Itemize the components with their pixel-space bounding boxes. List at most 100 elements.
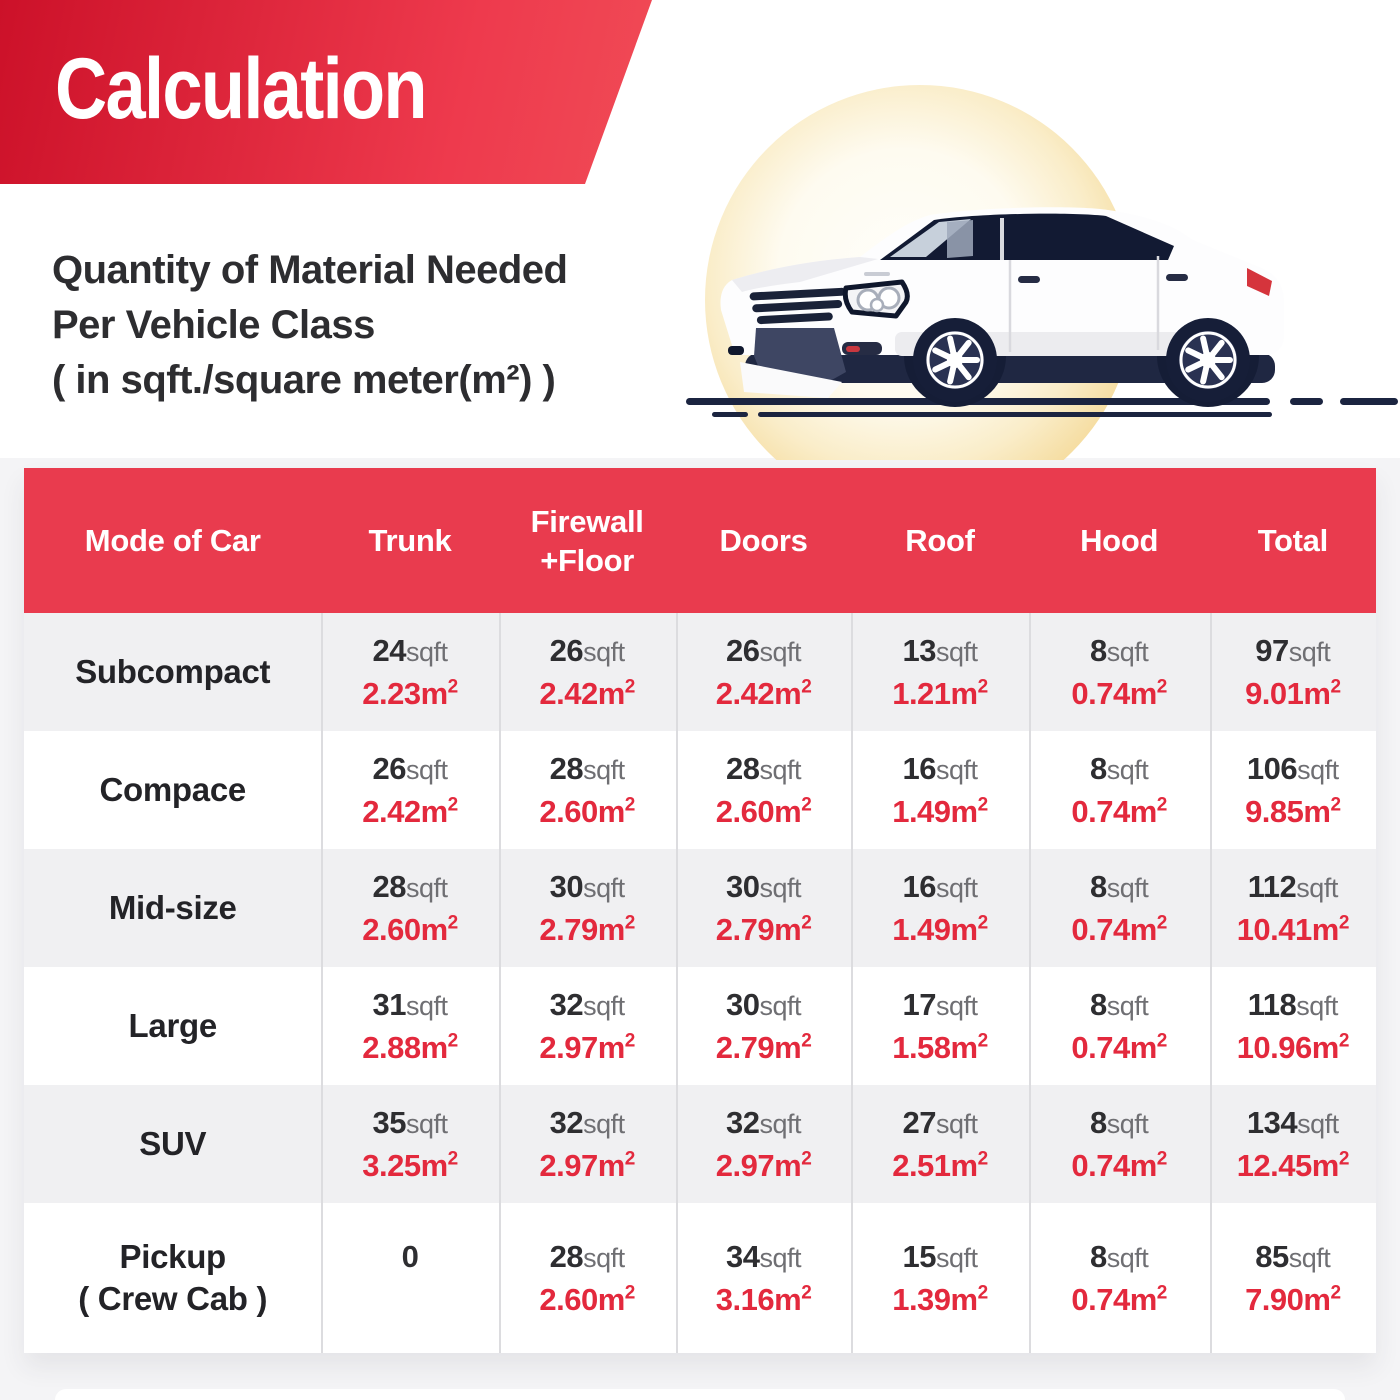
value-cell: 31sqft 2.88m2 (321, 987, 498, 1066)
table-row: Subcompact 24sqft 2.23m2 26sqft 2.42m2 26sqft… (24, 613, 1376, 731)
skid-plate (740, 362, 842, 398)
sqft-unit: sqft (935, 990, 978, 1021)
square-meter-value: 2.79m2 (539, 911, 635, 947)
value-cell: 28sqft 2.60m2 (676, 751, 852, 830)
sqft-value: 106 (1246, 750, 1298, 786)
sqft-unit: sqft (1106, 1242, 1149, 1273)
sqft-unit: sqft (1106, 1108, 1149, 1139)
fog-light-reflector (846, 346, 860, 352)
table-row: Compace 26sqft 2.42m2 28sqft 2.60m2 28sqft 2.6… (24, 731, 1376, 849)
sqft-unit: sqft (935, 872, 978, 903)
sqft-value: 34 (726, 1238, 760, 1274)
square-meter-value: 2.23m2 (362, 675, 458, 711)
sqft-unit: sqft (759, 754, 802, 785)
value-cell: 0 (321, 1239, 498, 1318)
sqft-unit: sqft (583, 872, 625, 903)
square-meter-value: 2.60m2 (715, 793, 812, 829)
sqft-value: 134 (1246, 1104, 1298, 1140)
square-meter-value: 2.79m2 (715, 911, 812, 947)
sqft-unit: sqft (935, 636, 978, 667)
square-meter-value: 7.90m2 (1245, 1281, 1341, 1317)
square-meter-value: 0.74m2 (1071, 675, 1167, 711)
sqft-value: 15 (902, 1238, 936, 1274)
sqft-unit: sqft (1288, 1242, 1331, 1273)
taillight (1247, 268, 1272, 296)
row-label: Compace (99, 771, 246, 808)
sqft-value: 0 (401, 1238, 419, 1274)
value-cell: 24sqft 2.23m2 (321, 633, 498, 712)
square-meter-value: 1.39m2 (892, 1281, 988, 1317)
front-window-reflection (947, 220, 973, 258)
table-header-row: Mode of Car Trunk Firewall +Floor Doors … (24, 468, 1376, 613)
value-cell: 13sqft 1.21m2 (851, 633, 1028, 712)
grille-slats (749, 287, 846, 325)
sqft-value: 8 (1089, 750, 1107, 786)
square-meter-value: 2.97m2 (539, 1147, 635, 1183)
square-meter-value: 2.60m2 (539, 1281, 635, 1317)
front-wheel (913, 318, 997, 402)
sqft-unit: sqft (1106, 990, 1149, 1021)
value-cell: 30sqft 2.79m2 (676, 869, 852, 948)
sqft-value: 26 (549, 632, 584, 668)
sqft-unit: sqft (583, 1242, 625, 1273)
value-cell: 28sqft 2.60m2 (499, 751, 676, 830)
column-header-trunk: Trunk (368, 523, 452, 558)
sqft-unit: sqft (1106, 872, 1149, 903)
sqft-value: 35 (372, 1104, 406, 1140)
subtitle-line-1: Quantity of Material Needed (52, 248, 568, 292)
sqft-value: 32 (726, 1104, 760, 1140)
sqft-value: 24 (372, 632, 406, 668)
value-cell: 8sqft 0.74m2 (1029, 751, 1210, 830)
sqft-value: 30 (549, 868, 584, 904)
sqft-unit: sqft (405, 872, 448, 903)
value-cell: 34sqft 3.16m2 (676, 1239, 852, 1318)
square-meter-value: 1.21m2 (892, 675, 988, 711)
sqft-value: 32 (549, 986, 584, 1022)
sqft-unit: sqft (759, 990, 802, 1021)
subtitle: Quantity of Material Needed Per Vehicle … (52, 243, 568, 408)
table-row: Pickup ( Crew Cab ) 0 28sqft 2.60m2 34sqft 3… (24, 1203, 1376, 1353)
column-header-mode-of-car: Mode of Car (84, 523, 261, 558)
sqft-unit: sqft (759, 1108, 802, 1139)
column-divider (675, 613, 678, 1353)
value-cell: 30sqft 2.79m2 (499, 869, 676, 948)
square-meter-value: 2.97m2 (715, 1147, 812, 1183)
sqft-unit: sqft (935, 1108, 978, 1139)
sqft-value: 26 (726, 632, 760, 668)
square-meter-value: 3.16m2 (715, 1281, 812, 1317)
column-divider (498, 613, 501, 1353)
sqft-value: 30 (726, 868, 760, 904)
sqft-value: 28 (372, 868, 406, 904)
hatchback-car-graphic (686, 85, 1398, 460)
sqft-unit: sqft (759, 636, 802, 667)
square-meter-value: 9.01m2 (1245, 675, 1341, 711)
value-cell: 16sqft 1.49m2 (851, 869, 1028, 948)
sqft-unit: sqft (1288, 636, 1331, 667)
value-cell: 16sqft 1.49m2 (851, 751, 1028, 830)
side-mirror-shadow (864, 272, 890, 276)
sqft-value: 26 (372, 750, 406, 786)
sqft-value: 16 (902, 750, 936, 786)
sqft-unit: sqft (583, 636, 625, 667)
square-meter-value: 2.97m2 (539, 1029, 635, 1065)
column-header-doors: Doors (719, 523, 808, 558)
sqft-unit: sqft (1296, 872, 1338, 903)
value-cell: 28sqft 2.60m2 (499, 1239, 676, 1318)
sqft-value: 31 (372, 986, 406, 1022)
sqft-value: 8 (1089, 986, 1107, 1022)
sqft-value: 32 (549, 1104, 584, 1140)
value-cell: 112sqft 10.41m2 (1210, 869, 1376, 948)
column-header-roof: Roof (905, 523, 975, 558)
row-label: Mid-size (108, 889, 237, 926)
sqft-unit: sqft (583, 1108, 625, 1139)
value-cell: 15sqft 1.39m2 (851, 1239, 1028, 1318)
car-illustration (650, 60, 1400, 460)
sqft-unit: sqft (1297, 1108, 1339, 1139)
sqft-value: 30 (726, 986, 760, 1022)
sqft-value: 8 (1089, 632, 1107, 668)
sqft-unit: sqft (759, 872, 802, 903)
sqft-value: 28 (549, 1238, 584, 1274)
sqft-value: 112 (1247, 868, 1297, 904)
value-cell: 26sqft 2.42m2 (499, 633, 676, 712)
square-meter-value: 1.49m2 (892, 793, 988, 829)
